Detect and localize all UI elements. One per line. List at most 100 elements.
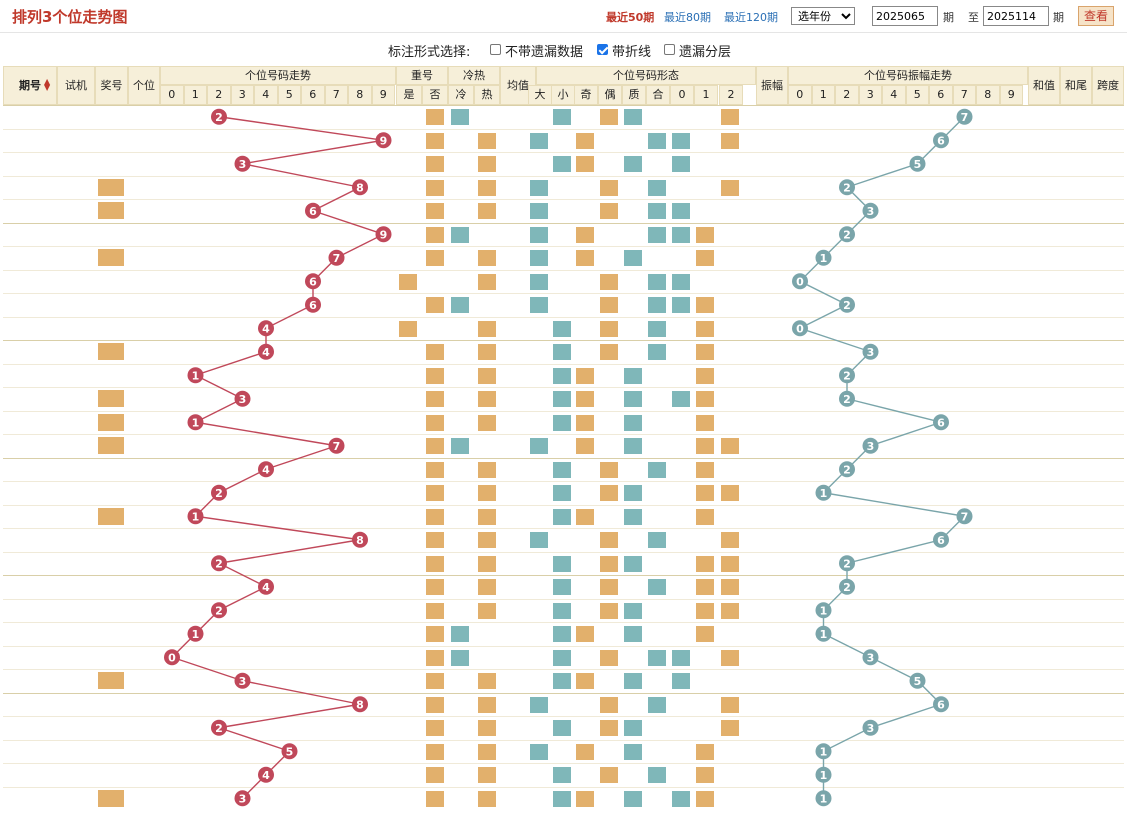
row-hot: [478, 555, 496, 572]
header-trend-digit: 2: [207, 85, 231, 105]
row-shape-big: [530, 532, 548, 548]
option-miss-layer-label[interactable]: 遗漏分层: [679, 45, 732, 60]
option-miss-layer-checkbox[interactable]: [664, 44, 675, 55]
row-shape-r1: [696, 485, 714, 501]
row-prize: [98, 672, 124, 689]
row-hot: [478, 391, 496, 407]
amp-trend-ball: [933, 531, 949, 548]
option-polyline-label[interactable]: 带折线: [612, 45, 652, 60]
amp-trend-ball-label: 1: [820, 792, 828, 805]
trend-ball: [234, 390, 251, 407]
amp-trend-ball: [909, 672, 926, 689]
quick-link-80[interactable]: 最近80期: [664, 11, 711, 24]
amp-trend-ball-label: 2: [843, 369, 851, 382]
row-separator: [3, 222, 1124, 224]
row-shape-small: [553, 579, 571, 595]
row-separator: [3, 434, 1124, 435]
header-repeat-yes: 是: [396, 85, 422, 105]
trend-ball: [211, 602, 227, 619]
row-shape-composite: [648, 579, 666, 595]
option-no-miss-checkbox[interactable]: [490, 44, 501, 55]
row-shape-small: [553, 461, 571, 478]
trend-ball-label: 4: [262, 769, 270, 782]
row-shape-prime: [624, 250, 642, 266]
row-hot: [478, 767, 496, 783]
row-shape-composite: [648, 767, 666, 783]
trend-ball: [187, 414, 204, 431]
row-shape-r1: [696, 414, 714, 431]
row-shape-odd: [576, 226, 594, 243]
sort-icon[interactable]: ▲ ▼: [44, 77, 51, 92]
top-bar: 排列3个位走势图 最近50期 最近80期 最近120期 选年份 期 至 期 查看: [0, 0, 1127, 33]
row-repeat-no: [426, 508, 444, 525]
row-shape-r2: [721, 602, 739, 619]
row-hot: [478, 250, 496, 266]
trend-ball-label: 0: [168, 651, 176, 664]
amp-trend-ball-label: 2: [843, 299, 851, 312]
header-repeat-group: 重号: [396, 66, 448, 85]
trend-ball-label: 6: [309, 275, 317, 288]
row-shape-even: [600, 602, 618, 619]
row-shape-small: [553, 720, 571, 736]
amp-trend-ball-label: 2: [843, 557, 851, 570]
header-unit: 个位: [128, 66, 160, 105]
row-shape-composite: [648, 344, 666, 360]
amp-trend-ball-label: 1: [820, 604, 828, 617]
row-shape-r1: [696, 602, 714, 619]
trend-ball: [328, 249, 345, 266]
header-trend-digit: 6: [301, 85, 325, 105]
row-separator: [3, 716, 1124, 717]
row-shape-composite: [648, 532, 666, 548]
row-separator: [3, 105, 1124, 106]
period-from-input[interactable]: [872, 6, 938, 26]
option-no-miss-label[interactable]: 不带遗漏数据: [505, 45, 584, 60]
row-shape-r1: [696, 226, 714, 243]
row-shape-r1: [696, 579, 714, 595]
row-separator: [3, 575, 1124, 576]
amp-trend-ball-label: 5: [914, 675, 922, 688]
amp-trend-ball-label: 3: [867, 722, 875, 735]
trend-ball: [187, 367, 204, 384]
trend-ball-label: 1: [192, 628, 200, 641]
amp-trend-ball: [839, 578, 855, 595]
row-repeat-no: [426, 250, 444, 266]
trend-ball: [234, 155, 251, 172]
row-separator: [3, 269, 1124, 271]
header-trend-group: 个位号码走势: [160, 66, 396, 85]
trend-ball-label: 2: [215, 111, 223, 124]
row-shape-big: [530, 743, 548, 760]
row-shape-small: [553, 602, 571, 619]
header-amp-digit: 6: [929, 85, 953, 105]
view-button[interactable]: 查看: [1078, 6, 1114, 26]
amp-trend-ball: [862, 719, 879, 736]
row-separator: [3, 199, 1124, 200]
row-shape-small: [553, 626, 571, 642]
row-shape-small: [553, 508, 571, 525]
row-cold: [451, 649, 469, 666]
period-to-input[interactable]: [983, 6, 1049, 26]
row-repeat-no: [426, 226, 444, 243]
trend-ball-label: 9: [380, 228, 388, 241]
row-shape-r1: [696, 461, 714, 478]
trend-ball: [375, 132, 392, 149]
header-trend-digit: 0: [160, 85, 184, 105]
year-select[interactable]: 选年份: [791, 7, 855, 25]
row-separator: [3, 598, 1124, 600]
option-polyline-checkbox[interactable]: [597, 44, 608, 55]
row-hot: [478, 508, 496, 525]
amp-trend-ball-label: 2: [843, 228, 851, 241]
row-separator: [3, 669, 1124, 670]
row-prize: [98, 437, 124, 454]
row-shape-r0: [672, 673, 690, 689]
quick-link-50[interactable]: 最近50期: [606, 11, 655, 24]
row-repeat-no: [426, 767, 444, 783]
trend-ball: [258, 320, 274, 337]
quick-link-120[interactable]: 最近120期: [724, 11, 778, 24]
row-shape-odd: [576, 391, 594, 407]
header-sum: 和值: [1028, 66, 1060, 105]
trend-ball-label: 1: [192, 369, 200, 382]
row-shape-even: [600, 273, 618, 290]
trend-ball-label: 3: [239, 792, 247, 805]
row-repeat-no: [426, 344, 444, 360]
row-hot: [478, 179, 496, 196]
